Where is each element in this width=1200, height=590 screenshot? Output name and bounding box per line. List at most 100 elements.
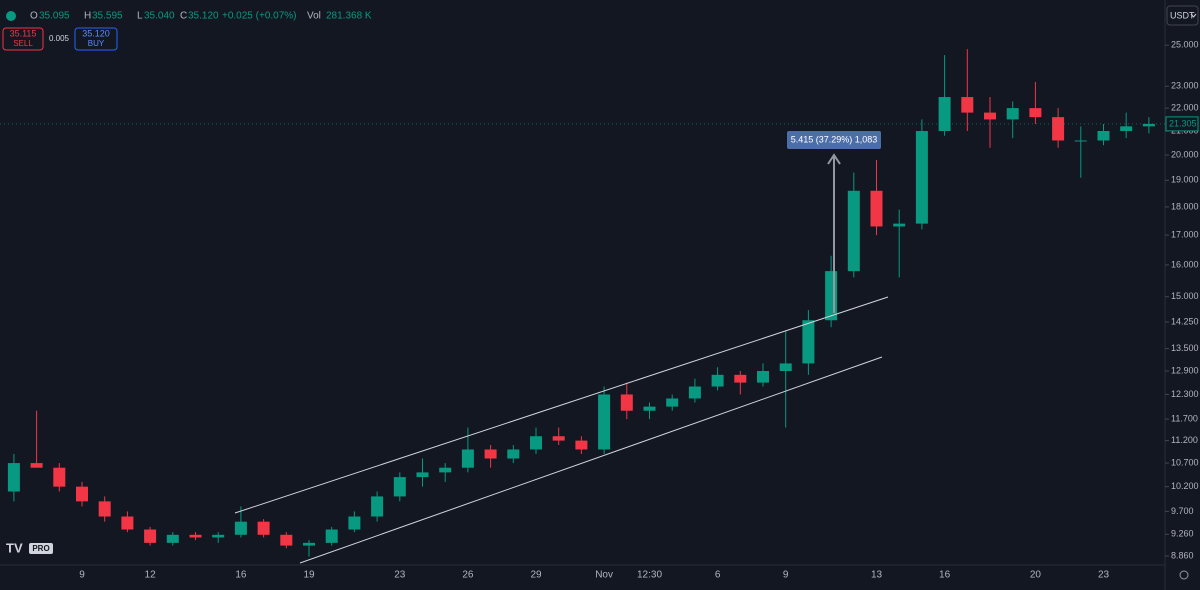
change: +0.025 (+0.07%) <box>222 11 297 22</box>
logo-badge <box>29 543 53 554</box>
measure-label: 5.415 (37.29%) 1,083 <box>791 134 878 144</box>
candle-body <box>53 467 66 487</box>
y-tick-label: 22.000 <box>1171 102 1199 112</box>
currency-label[interactable]: USDT <box>1170 10 1195 20</box>
candle-body <box>76 486 88 502</box>
candle-body <box>303 542 315 546</box>
y-tick-label: 15.000 <box>1171 291 1199 301</box>
buy-price[interactable]: 35.120 <box>82 28 110 38</box>
candle-body <box>870 190 883 227</box>
ohlc-value: 35.595 <box>92 11 123 22</box>
candle-body <box>7 463 20 492</box>
x-tick-label: 6 <box>715 570 721 581</box>
candle-body <box>166 534 179 543</box>
spread: 0.005 <box>49 34 70 43</box>
candle-body <box>711 374 724 387</box>
x-tick-label: 19 <box>303 570 315 581</box>
candle-body <box>1120 126 1133 132</box>
ohlc-value: 35.095 <box>39 11 70 22</box>
ohlc-value: 35.040 <box>144 11 175 22</box>
x-tick-label: 9 <box>79 570 85 581</box>
candle-body <box>461 449 474 468</box>
candle-body <box>552 436 565 441</box>
sell-label[interactable]: SELL <box>13 39 33 48</box>
plot <box>7 49 1155 557</box>
y-tick-label: 16.000 <box>1171 259 1199 269</box>
candle-body <box>530 436 542 450</box>
y-tick-label: 10.200 <box>1171 481 1199 491</box>
candle-body <box>779 363 792 372</box>
candle-body <box>1142 123 1155 127</box>
settings-icon[interactable] <box>1179 570 1189 580</box>
channel-lower <box>299 356 883 564</box>
candle-body <box>393 477 406 497</box>
measure-box <box>787 131 881 149</box>
x-tick-label: 29 <box>530 570 542 581</box>
candle-body <box>416 472 429 478</box>
candle-body <box>915 131 928 224</box>
dropdown-caret[interactable] <box>1190 13 1197 18</box>
candle-body <box>1097 131 1110 141</box>
candle-body <box>893 223 906 227</box>
candle-body <box>847 190 860 272</box>
channel-upper <box>234 296 889 514</box>
buy-button[interactable] <box>74 27 118 51</box>
buy-label[interactable]: BUY <box>88 39 105 48</box>
y-tick-label: 9.260 <box>1171 529 1194 539</box>
y-tick-label: 18.000 <box>1171 201 1199 211</box>
candle-body <box>643 406 656 411</box>
vol-label: Vol <box>307 11 321 22</box>
sell-button[interactable] <box>2 27 44 51</box>
last-price-label: 21.305 <box>1169 118 1197 128</box>
candle-body <box>825 271 838 321</box>
candle-body <box>575 440 588 450</box>
y-tick-label: 11.700 <box>1171 413 1198 423</box>
candle-body <box>598 394 611 450</box>
x-tick-label: 12:30 <box>637 570 662 581</box>
x-tick-label: 9 <box>783 570 789 581</box>
x-tick-label: 12 <box>145 570 157 581</box>
logo-text: PRO <box>32 544 49 553</box>
y-tick-label: 12.300 <box>1171 389 1199 399</box>
y-tick-label: 9.700 <box>1171 506 1194 516</box>
candle-body <box>620 394 633 411</box>
candle-body <box>666 398 679 407</box>
x-tick-label: 23 <box>394 570 406 581</box>
y-tick-label: 10.700 <box>1171 457 1199 467</box>
ohlc-label: H <box>84 11 91 22</box>
candle-body <box>961 97 974 113</box>
candle-body <box>938 97 951 132</box>
candle-body <box>802 320 815 364</box>
x-tick-label: 16 <box>939 570 951 581</box>
candle-body <box>189 534 202 538</box>
currency-dropdown[interactable] <box>1166 5 1199 26</box>
candle-body <box>1029 108 1042 118</box>
candle-body <box>984 112 996 120</box>
candle-body <box>257 521 270 535</box>
candle-body <box>98 501 111 517</box>
y-tick-label: 17.000 <box>1171 229 1199 239</box>
candle-body <box>439 467 452 473</box>
candle-body <box>734 374 747 383</box>
status-dot <box>6 11 16 21</box>
candle-body <box>757 371 769 383</box>
candle-body <box>507 449 520 459</box>
y-tick-label: 25.000 <box>1171 40 1199 50</box>
candle-body <box>1052 117 1065 141</box>
logo-mark: TV <box>6 540 23 555</box>
x-tick-label: 13 <box>871 570 883 581</box>
ohlc-value: 35.120 <box>188 11 219 22</box>
candle-body <box>1074 140 1087 142</box>
measure-arrow-head <box>827 153 841 165</box>
y-tick-label: 13.500 <box>1171 343 1199 353</box>
candle-body <box>144 529 157 543</box>
y-tick-label: 11.200 <box>1171 435 1198 445</box>
sell-price[interactable]: 35.115 <box>10 28 37 38</box>
x-tick-label: 26 <box>462 570 474 581</box>
candle-body <box>484 449 497 459</box>
y-tick-label: 19.000 <box>1171 175 1199 185</box>
candle-body <box>121 516 134 530</box>
candle-body <box>212 534 225 538</box>
